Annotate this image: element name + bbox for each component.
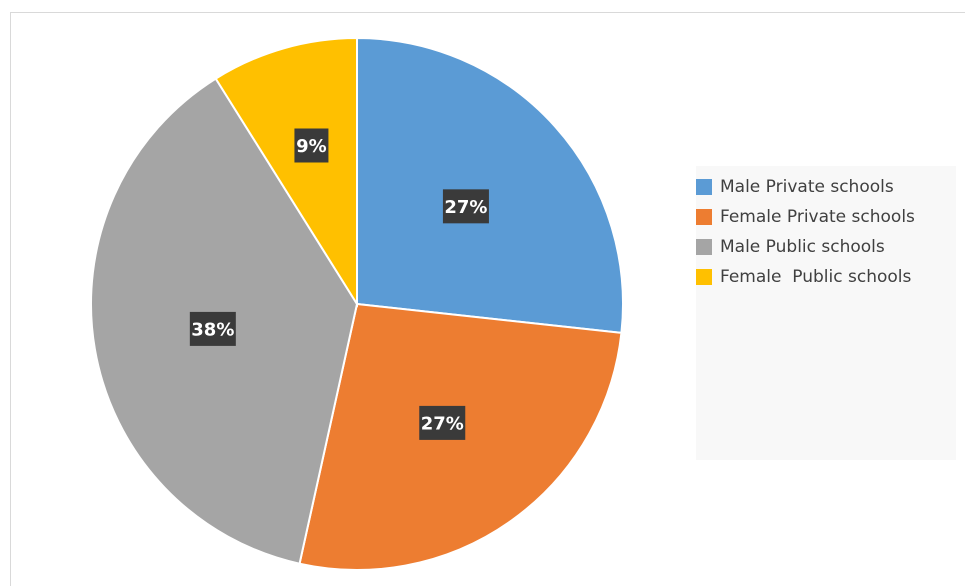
data-label-box [419, 405, 466, 440]
pie-slices [90, 36, 624, 571]
legend: Male Private schools Female Private schoo… [696, 166, 956, 460]
data-label-male-private: 27% [442, 189, 489, 224]
slice-male-private [356, 36, 624, 335]
data-label-text: 27% [444, 197, 487, 218]
legend-item-male-private: Male Private schools [696, 175, 894, 199]
data-label-box [294, 128, 329, 163]
legend-swatch [696, 269, 712, 285]
data-label-text: 38% [191, 319, 234, 340]
data-label-box [189, 311, 236, 346]
legend-label: Male Public schools [720, 237, 885, 257]
slice-female-public [214, 36, 358, 308]
legend-swatch [696, 239, 712, 255]
slice-labels: 27% 27% 38% 9% [189, 128, 489, 440]
legend-label: Female Public schools [720, 267, 912, 287]
legend-label: Male Private schools [720, 177, 894, 197]
chart-frame [10, 12, 965, 586]
data-label-female-private: 27% [419, 405, 466, 440]
data-label-female-public: 9% [294, 128, 329, 163]
data-label-text: 9% [296, 136, 327, 157]
legend-item-female-public: Female Public schools [696, 265, 911, 289]
data-label-box [442, 189, 489, 224]
legend-swatch [696, 209, 712, 225]
legend-label: Female Private schools [720, 207, 915, 227]
legend-item-female-private: Female Private schools [696, 205, 915, 229]
legend-item-male-public: Male Public schools [696, 235, 885, 259]
data-label-male-public: 38% [189, 311, 236, 346]
legend-swatch [696, 179, 712, 195]
data-label-text: 27% [421, 413, 464, 434]
